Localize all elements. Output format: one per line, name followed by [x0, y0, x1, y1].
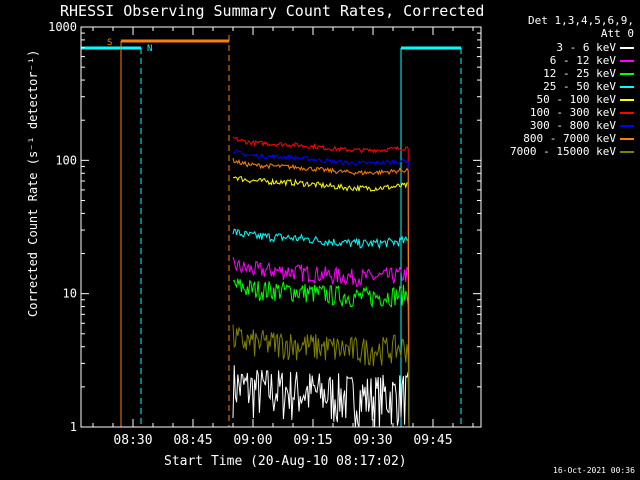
legend-swatch	[620, 124, 634, 127]
legend-entry: 800 - 7000 keV	[523, 132, 634, 145]
chart-title: RHESSI Observing Summary Count Rates, Co…	[60, 2, 485, 20]
y-tick-label: 100	[55, 153, 77, 167]
legend-swatch	[620, 46, 634, 49]
legend-entry: 12 - 25 keV	[543, 67, 634, 80]
legend-entry-label: 6 - 12 keV	[549, 54, 616, 67]
series-line-4	[232, 176, 410, 428]
legend-entry: 6 - 12 keV	[550, 54, 634, 67]
night-flag-label: N	[147, 44, 152, 54]
legend-entry-label: 100 - 300 keV	[529, 106, 616, 119]
legend-entry-label: 25 - 50 keV	[543, 80, 616, 93]
legend-entry: 7000 - 15000 keV	[510, 145, 634, 158]
series-line-2	[232, 278, 410, 428]
x-axis-label: Start Time (20-Aug-10 08:17:02)	[164, 454, 407, 469]
saa-flag-label: S	[107, 38, 112, 48]
timestamp: 16-Oct-2021 00:36	[553, 466, 635, 475]
series-line-1	[232, 257, 410, 428]
legend-entry: 300 - 800 keV	[530, 119, 634, 132]
legend-entry-label: 7000 - 15000 keV	[510, 145, 616, 158]
legend-swatch	[620, 72, 634, 75]
x-tick-label: 09:15	[293, 433, 332, 448]
legend-entry-label: 3 - 6 keV	[556, 41, 616, 54]
legend-entry-label: 800 - 7000 keV	[523, 132, 616, 145]
plot-frame	[80, 26, 482, 428]
series-line-0	[232, 365, 410, 428]
legend-swatch	[620, 150, 634, 153]
legend-entry: 50 - 100 keV	[537, 93, 634, 106]
y-axis-label: Corrected Count Rate (s⁻¹ detector⁻¹)	[26, 49, 40, 317]
series-line-5	[232, 136, 410, 428]
legend-entry-label: 12 - 25 keV	[543, 67, 616, 80]
x-tick-label: 08:30	[113, 433, 152, 448]
legend-attenuator-label: Att 0	[600, 27, 634, 40]
series-line-8	[232, 324, 410, 428]
legend-entry-label: 50 - 100 keV	[536, 93, 616, 106]
series-line-6	[232, 149, 410, 428]
series-line-3	[232, 228, 410, 428]
y-tick-label: 1	[70, 420, 77, 434]
x-tick-label: 08:45	[173, 433, 212, 448]
legend-swatch	[620, 98, 634, 101]
legend-swatch	[620, 137, 634, 140]
legend-swatch	[620, 85, 634, 88]
y-tick-label: 10	[63, 287, 77, 301]
legend-entry: 3 - 6 keV	[556, 41, 634, 54]
series-line-7	[232, 157, 410, 428]
x-tick-label: 09:45	[413, 433, 452, 448]
legend-swatch	[620, 111, 634, 114]
x-tick-label: 09:30	[353, 433, 392, 448]
legend-entry-label: 300 - 800 keV	[529, 119, 616, 132]
y-tick-label: 1000	[48, 20, 77, 34]
legend-swatch	[620, 59, 634, 62]
x-tick-label: 09:00	[233, 433, 272, 448]
legend-entry: 25 - 50 keV	[543, 80, 634, 93]
legend-entry: 100 - 300 keV	[530, 106, 634, 119]
legend-detector-label: Det 1,3,4,5,6,9,	[528, 14, 634, 27]
